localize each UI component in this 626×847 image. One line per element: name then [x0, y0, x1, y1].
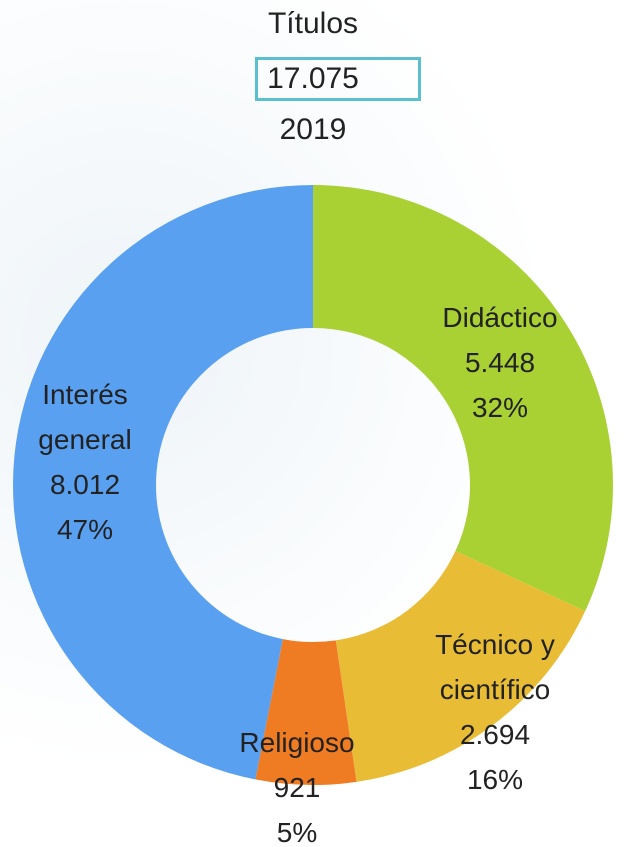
total-box [255, 57, 421, 101]
chart-title: Títulos [267, 7, 359, 40]
value-label: 8.012 [49, 469, 121, 500]
donut-slice [335, 551, 586, 782]
total-label: 17.075 [267, 62, 359, 95]
chart-subtitle: 2019 [279, 113, 347, 146]
value-label: 921 [273, 772, 321, 803]
percent-label: 5% [276, 817, 318, 847]
category-label: Didáctico [442, 302, 558, 333]
slice-label: Técnico y científico 2.694 16% [395, 622, 595, 802]
value-label: 5.448 [464, 347, 536, 378]
category-label: Interés general [38, 379, 132, 455]
donut-slice [313, 185, 613, 612]
slice-label: Religioso 921 5% [207, 720, 387, 847]
slice-label: Didáctico 5.448 32% [400, 295, 600, 430]
percent-label: 16% [466, 764, 524, 795]
donut-slice [255, 639, 357, 786]
percent-label: 47% [56, 514, 114, 545]
slice-label: Interés general 8.012 47% [0, 372, 170, 552]
category-label: Religioso [239, 727, 355, 758]
percent-label: 32% [471, 392, 529, 423]
donut-slice [13, 185, 313, 780]
category-label: Técnico y científico [435, 629, 555, 705]
value-label: 2.694 [459, 719, 531, 750]
